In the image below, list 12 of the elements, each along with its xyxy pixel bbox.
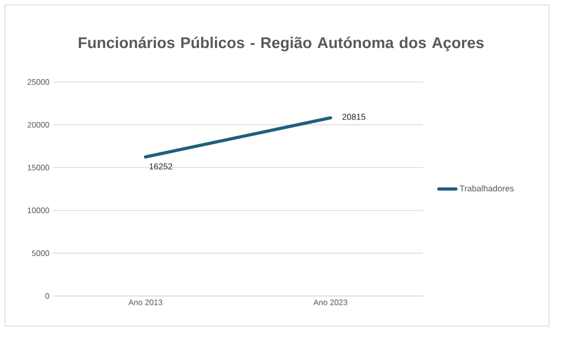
y-tick-label: 25000: [28, 79, 50, 85]
x-tick-label: Ano 2023: [313, 300, 348, 306]
legend-label: Trabalhadores: [460, 185, 514, 192]
y-tick-label: 15000: [28, 164, 50, 170]
y-tick-label: 10000: [28, 208, 50, 214]
y-tick-label: 5000: [32, 250, 50, 256]
data-label: 20815: [342, 114, 366, 120]
y-tick-label: 0: [45, 293, 50, 299]
y-tick-label: 20000: [28, 122, 50, 128]
x-tick-label: Ano 2013: [128, 300, 162, 306]
data-label: 16252: [150, 163, 172, 170]
chart-title: Funcionários Públicos - Região Autónoma dos Açores: [78, 36, 484, 52]
